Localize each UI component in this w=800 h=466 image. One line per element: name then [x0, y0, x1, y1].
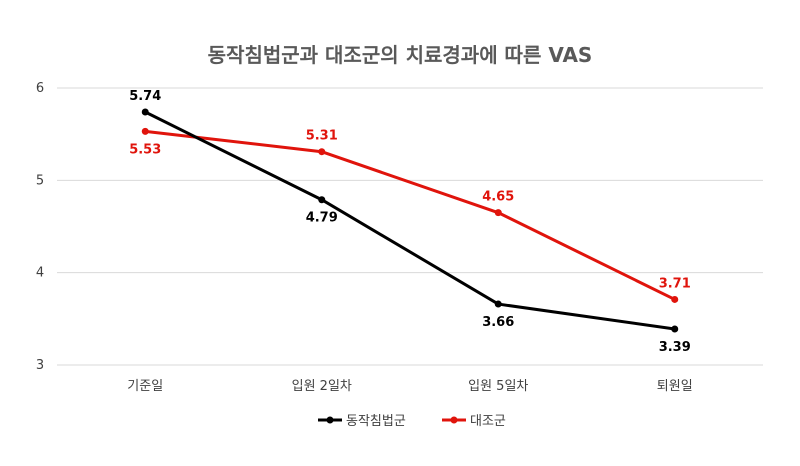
y-axis-ticks: 3 4 5 6 — [36, 81, 44, 373]
legend-label: 대조군 — [470, 414, 506, 429]
data-point — [671, 325, 679, 333]
data-point — [494, 209, 502, 217]
data-label: 3.39 — [659, 340, 691, 355]
series-control: 5.53 5.31 4.65 3.71 — [129, 127, 691, 303]
legend-marker — [450, 416, 458, 424]
data-point — [671, 295, 679, 303]
data-label: 5.31 — [306, 129, 338, 144]
y-tick-label: 6 — [36, 81, 44, 96]
x-tick-label: 기준일 — [127, 379, 163, 394]
series-line — [144, 110, 675, 331]
y-tick-label: 4 — [36, 266, 44, 281]
data-point — [494, 300, 502, 308]
x-tick-label: 퇴원일 — [657, 379, 693, 394]
data-label: 4.79 — [306, 211, 338, 226]
x-tick-label: 입원 2일차 — [292, 379, 352, 394]
data-label: 4.65 — [482, 190, 514, 205]
y-tick-label: 5 — [36, 173, 44, 188]
data-label: 3.66 — [482, 315, 514, 330]
series-line — [145, 129, 676, 301]
legend: 동작침법군 대조군 — [318, 414, 506, 429]
data-point — [141, 108, 149, 116]
data-point — [318, 196, 326, 204]
data-label: 5.74 — [129, 89, 161, 104]
series-group: 5.53 5.31 4.65 3.71 5.74 4.79 3.66 3.39 — [129, 89, 691, 355]
data-label: 3.71 — [659, 276, 691, 291]
data-point — [141, 127, 149, 135]
data-point — [318, 148, 326, 156]
series-treatment: 5.74 4.79 3.66 3.39 — [129, 89, 691, 355]
legend-label: 동작침법군 — [346, 414, 406, 429]
legend-marker — [326, 416, 334, 424]
gridlines — [57, 87, 763, 366]
x-tick-label: 입원 5일차 — [468, 379, 528, 394]
y-tick-label: 3 — [36, 358, 44, 373]
data-label: 5.53 — [129, 142, 161, 157]
chart-title: 동작침법군과 대조군의 치료경과에 따른 VAS — [208, 43, 593, 67]
x-axis-labels: 기준일 입원 2일차 입원 5일차 퇴원일 — [127, 379, 692, 394]
